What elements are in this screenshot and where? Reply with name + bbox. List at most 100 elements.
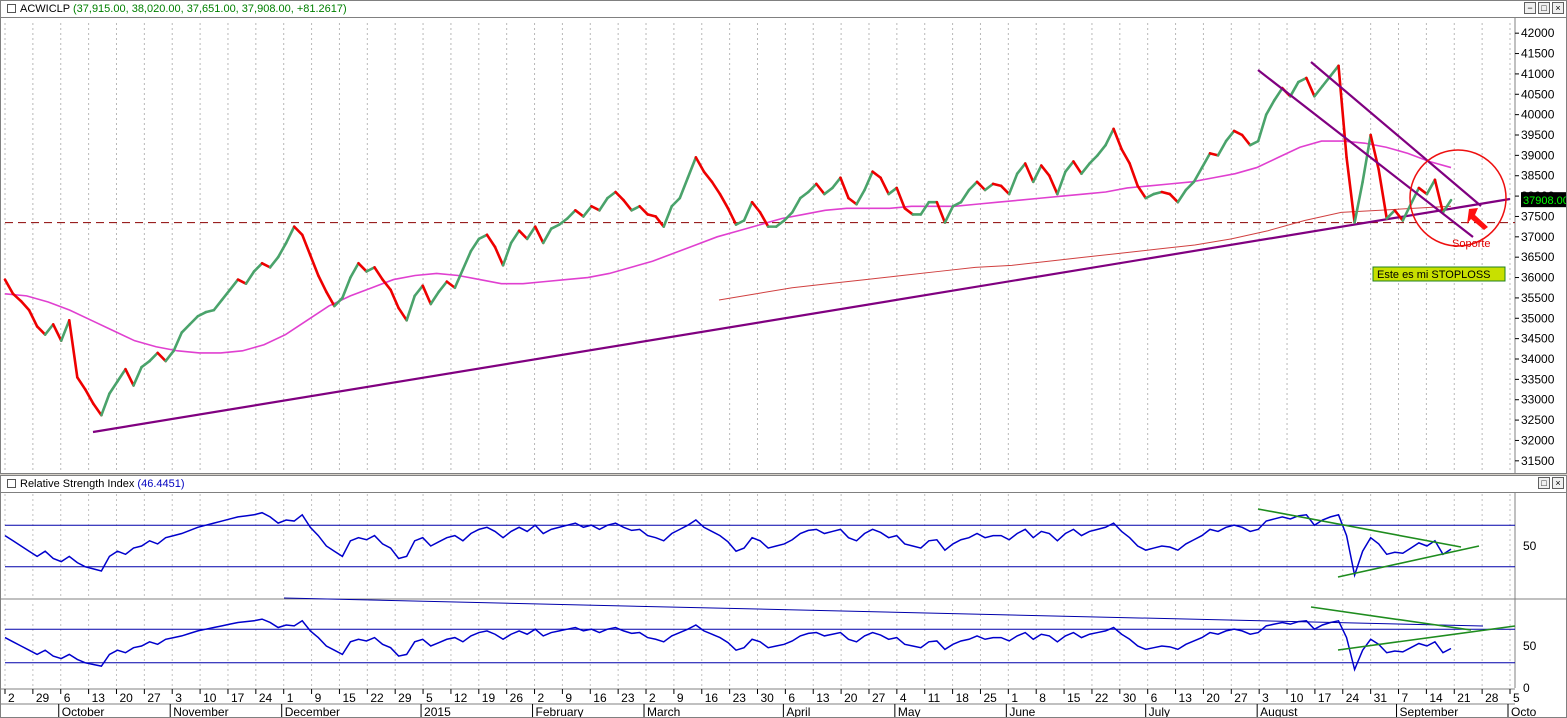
price-segment [333,296,344,308]
rsi-descending-line [283,597,1484,627]
price-segment [646,213,658,218]
x-day-label: 9 [677,691,684,705]
rsi-maximize-button[interactable]: □ [1538,477,1550,489]
y-tick-label: 41500 [1521,47,1555,61]
x-day-label: 1 [1011,691,1018,705]
last-price-label: 37908.00 [1523,195,1566,207]
price-segment [1072,160,1083,175]
price-segment [43,323,55,336]
price-segment [614,190,625,202]
price-segment [790,196,802,214]
rsi-title: Relative Strength Index [20,478,135,490]
price-segment [1272,86,1284,102]
price-panel: ACWICLP (37,915.00, 38,020.00, 37,651.00… [0,0,1567,474]
price-segment [19,299,31,312]
y-tick-label: 34000 [1521,352,1555,366]
x-month-label: 2015 [424,705,451,717]
x-day-label: 10 [1290,691,1304,705]
price-window-buttons: − □ × [1522,2,1564,16]
price-segment [76,376,87,391]
price-segment [501,241,513,267]
x-day-label: 6 [1151,691,1158,705]
channel-line-lower [1257,69,1474,238]
close-button[interactable]: × [1552,2,1564,14]
x-month-label: July [1149,705,1170,717]
price-segment [212,298,224,312]
price-segment [855,188,866,206]
price-segment [1015,162,1027,175]
price-segment [35,325,47,336]
ohlc-label: (37,915.00, 38,020.00, 37,651.00, 37,908… [72,3,347,15]
price-segment [549,223,561,230]
price-segment [1441,198,1453,214]
annotation-circle [1409,149,1507,247]
price-segment [943,204,955,224]
x-day-label: 8 [1039,691,1046,705]
x-day-label: 28 [1485,691,1499,705]
price-segment [758,211,770,228]
price-segment [999,184,1011,196]
price-segment [525,225,537,241]
price-segment [895,186,907,210]
rsi-close-button[interactable]: × [1552,477,1564,489]
price-segment [413,284,425,298]
minimize-button[interactable]: − [1524,2,1536,14]
x-day-label: 2 [538,691,545,705]
price-segment [823,186,834,196]
price-panel-titlebar: ACWICLP (37,915.00, 38,020.00, 37,651.00… [1,1,1566,18]
price-segment [100,392,111,417]
x-month-label: June [1009,705,1035,717]
price-segment [951,200,963,208]
price-segment [316,274,328,294]
x-day-label: 14 [1429,691,1443,705]
price-segment [284,225,296,245]
price-segment [1040,164,1051,178]
price-segment [670,196,682,208]
price-segment [92,402,103,417]
x-day-label: 22 [1095,691,1109,705]
price-segment [1160,190,1172,196]
y-tick-label: 40500 [1521,87,1555,101]
triangle-lower-line [1337,545,1480,578]
y-tick-label: 42000 [1521,26,1555,40]
price-segment [1256,113,1268,143]
price-segment [726,207,738,226]
y-tick-label: 34500 [1521,332,1555,346]
x-day-label: 27 [147,691,161,705]
last-price-tag [1521,192,1566,208]
price-segment [1031,164,1043,184]
price-segment [1305,76,1316,98]
price-segment [807,182,818,194]
x-day-label: 23 [733,691,747,705]
y-tick-label: 36000 [1521,271,1555,285]
price-segment [782,211,794,222]
price-segment [1361,133,1372,184]
price-segment [140,359,151,369]
price-segment [975,180,987,192]
price-segment [887,186,899,196]
y-tick-label: 41000 [1521,67,1555,81]
price-segment [341,276,352,300]
price-segment [349,261,360,279]
x-day-label: 10 [203,691,217,705]
x-day-label: 31 [1374,691,1388,705]
price-segment [1248,139,1260,147]
x-day-label: 3 [175,691,182,705]
price-segment [188,314,200,326]
maximize-button[interactable]: □ [1538,2,1550,14]
price-segment [477,233,489,241]
ma-long-line [718,205,1452,301]
x-day-label: 6 [788,691,795,705]
x-day-label: 20 [844,691,858,705]
price-segment [1056,170,1067,196]
x-day-label: 11 [928,691,941,705]
price-segment [1377,168,1389,220]
price-segment [1345,156,1356,224]
stoploss-label: Este es mi STOPLOSS [1377,269,1491,281]
x-day-label: 17 [1318,691,1332,705]
price-segment [116,367,127,383]
price-segment [308,253,320,277]
price-segment [678,176,690,200]
x-month-label: February [536,705,584,717]
price-segment [919,200,931,216]
